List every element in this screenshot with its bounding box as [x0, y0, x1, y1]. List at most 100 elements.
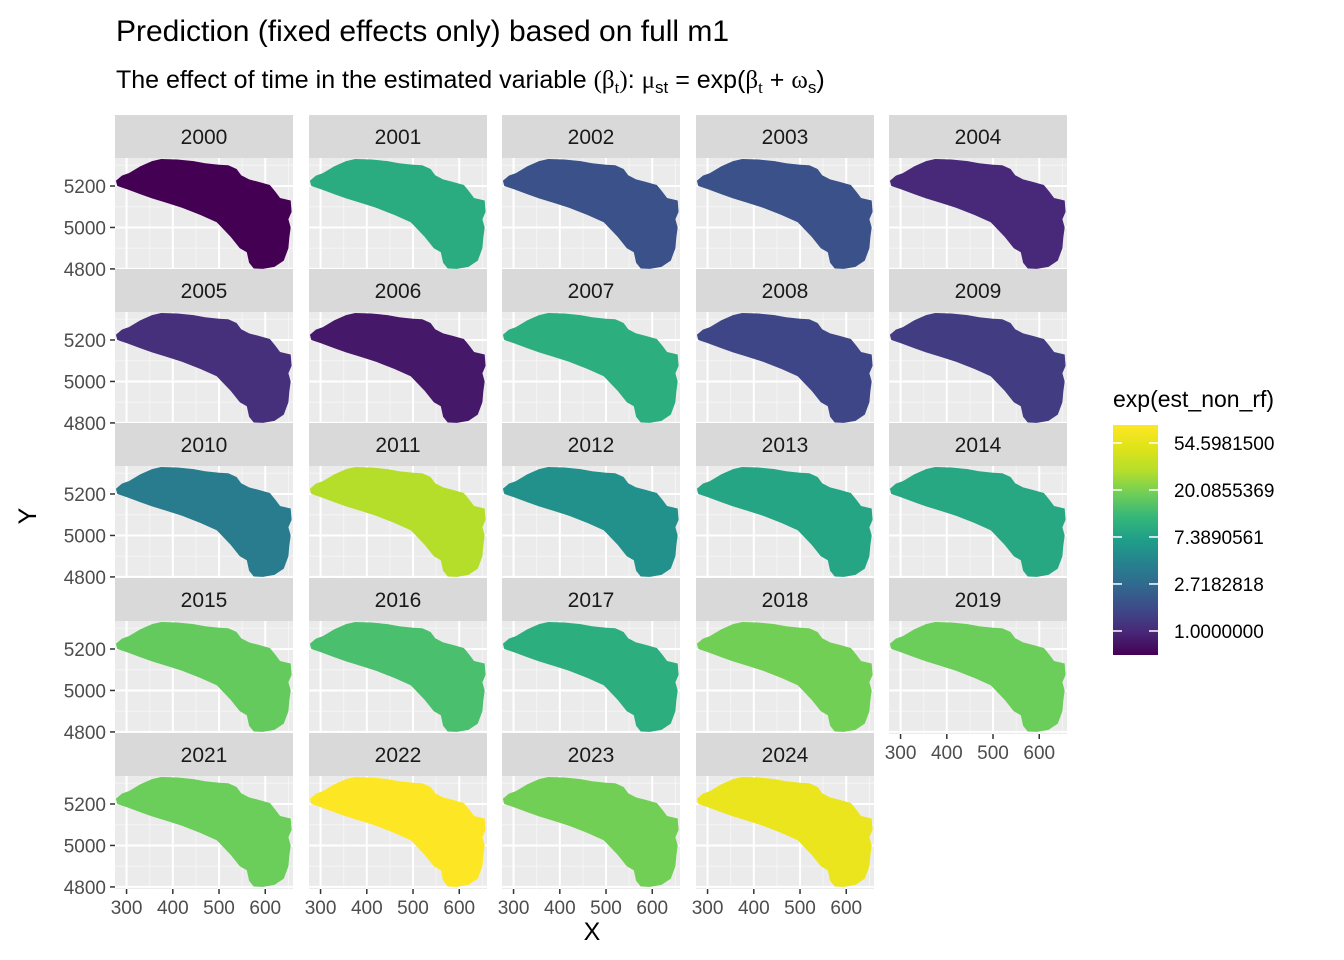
strip-background: [696, 269, 874, 312]
x-tick-label: 400: [931, 743, 963, 764]
facet-panel-2011: 2011: [309, 423, 487, 579]
region-fill-2015: [115, 622, 292, 732]
chart-title: Prediction (fixed effects only) based on…: [116, 15, 729, 48]
strip-label: 2006: [375, 280, 422, 303]
x-tick-label: 400: [544, 898, 576, 919]
facet-panel-2016: 2016: [309, 578, 487, 734]
x-tick-label: 500: [203, 898, 235, 919]
region-fill-2022: [309, 777, 486, 887]
region-fill-2017: [502, 622, 679, 732]
strip-label: 2008: [762, 280, 809, 303]
region-fill-2012: [502, 467, 679, 577]
facet-panel-2019: 2019: [889, 578, 1067, 734]
facet-panel-2014: 2014: [889, 423, 1067, 579]
facet-panel-2001: 2001: [309, 115, 487, 271]
region-fill-2008: [696, 313, 873, 423]
facet-panel-2004: 2004: [889, 115, 1067, 271]
strip-label: 2012: [568, 434, 615, 457]
region-fill-2002: [502, 159, 679, 269]
y-tick-label: 4800: [64, 723, 106, 744]
facet-panel-2023: 2023: [502, 733, 680, 889]
strip-background: [309, 269, 487, 312]
region-fill-2011: [309, 467, 486, 577]
y-tick-label: 5200: [64, 640, 106, 661]
y-tick-label: 5000: [64, 372, 106, 393]
strip-background: [696, 733, 874, 776]
strip-label: 2015: [181, 589, 228, 612]
y-tick-label: 4800: [64, 414, 106, 435]
facet-panel-2005: 2005: [115, 269, 293, 425]
y-axes: 5200 5000 4800 5200 5000 4800 5200 5000 4800 5200…: [64, 177, 115, 899]
strip-label: 2011: [375, 434, 420, 457]
strip-background: [889, 578, 1067, 621]
strip-label: 2017: [568, 589, 615, 612]
strip-label: 2016: [375, 589, 422, 612]
facet-panel-2017: 2017: [502, 578, 680, 734]
strip-background: [889, 423, 1067, 466]
strip-background: [502, 733, 680, 776]
x-tick-label: 600: [249, 898, 281, 919]
facet-panel-2007: 2007: [502, 269, 680, 425]
strip-background: [309, 423, 487, 466]
strip-label: 2022: [375, 744, 422, 767]
facet-panel-2015: 2015: [115, 578, 293, 734]
y-tick-label: 4800: [64, 568, 106, 589]
facet-panel-2008: 2008: [696, 269, 874, 425]
legend-break-label: 7.3890561: [1174, 528, 1264, 549]
strip-label: 2004: [955, 126, 1002, 149]
x-tick-label: 300: [885, 743, 917, 764]
x-axis-title: X: [584, 918, 601, 946]
legend-break-label: 2.7182818: [1174, 575, 1264, 596]
legend-break-label: 54.5981500: [1174, 434, 1274, 455]
facet-panel-2009: 2009: [889, 269, 1067, 425]
y-tick-label: 5200: [64, 177, 106, 198]
facet-panel-2000: 2000: [115, 115, 293, 271]
facet-panel-2024: 2024: [696, 733, 874, 889]
strip-background: [309, 578, 487, 621]
strip-background: [502, 115, 680, 158]
facet-panel-2003: 2003: [696, 115, 874, 271]
facet-panel-2002: 2002: [502, 115, 680, 271]
strip-background: [696, 578, 874, 621]
facet-panel-2022: 2022: [309, 733, 487, 889]
strip-background: [502, 269, 680, 312]
strip-background: [115, 578, 293, 621]
x-tick-label: 600: [636, 898, 668, 919]
facet-panel-2010: 2010: [115, 423, 293, 579]
x-tick-label: 400: [351, 898, 383, 919]
strip-background: [115, 269, 293, 312]
strip-background: [309, 733, 487, 776]
strip-label: 2018: [762, 589, 809, 612]
x-tick-label: 300: [111, 898, 143, 919]
x-tick-label: 300: [498, 898, 530, 919]
strip-label: 2019: [955, 589, 1002, 612]
x-tick-label: 500: [590, 898, 622, 919]
strip-background: [502, 423, 680, 466]
region-fill-2001: [309, 159, 486, 269]
strip-label: 2009: [955, 280, 1002, 303]
strip-label: 2014: [955, 434, 1002, 457]
strip-background: [889, 269, 1067, 312]
x-tick-label: 600: [830, 898, 862, 919]
region-fill-2018: [696, 622, 873, 732]
region-fill-2010: [115, 467, 292, 577]
facet-panel-2018: 2018: [696, 578, 874, 734]
strip-background: [696, 115, 874, 158]
facet-panels: 2000 2001 2002 2003 2004 2005 2006 2007 2008 2009…: [115, 115, 1067, 889]
x-tick-label: 300: [305, 898, 337, 919]
strip-background: [889, 115, 1067, 158]
x-axes: 300 400 500 600 300 400 500 600 300 400 500 600 300 4…: [111, 734, 1055, 919]
x-tick-label: 400: [157, 898, 189, 919]
region-fill-2007: [502, 313, 679, 423]
strip-label: 2002: [568, 126, 615, 149]
region-fill-2013: [696, 467, 873, 577]
y-tick-label: 4800: [64, 878, 106, 899]
y-tick-label: 5200: [64, 485, 106, 506]
facet-panel-2013: 2013: [696, 423, 874, 579]
y-tick-label: 5200: [64, 331, 106, 352]
strip-label: 2024: [762, 744, 809, 767]
strip-label: 2007: [568, 280, 615, 303]
legend-break-label: 1.0000000: [1174, 622, 1264, 643]
strip-label: 2001: [375, 126, 422, 149]
